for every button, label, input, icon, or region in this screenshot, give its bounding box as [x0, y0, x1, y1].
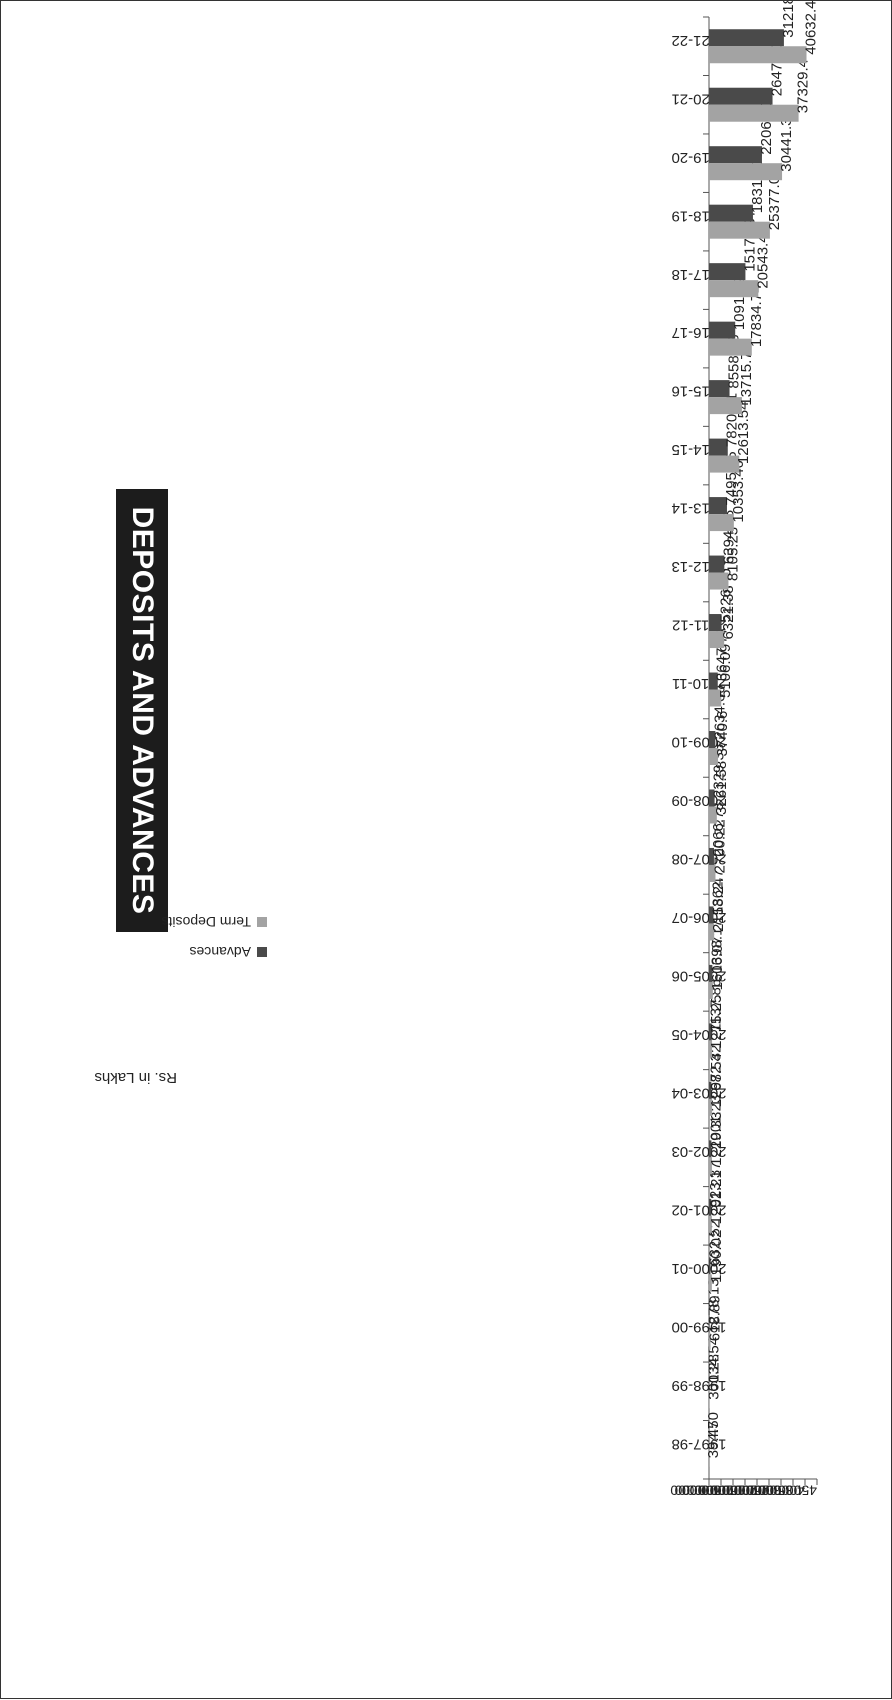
- data-label-term-deposits: 1606.07: [709, 936, 726, 990]
- legend-label-advances: Advances: [190, 944, 251, 960]
- legend-swatch-advances: [257, 947, 267, 957]
- legend-item-advances: Advances: [162, 937, 267, 967]
- value-tick-label: 45000.00: [758, 1482, 817, 1498]
- data-label-term-deposits: 40632.49: [802, 1, 819, 55]
- data-label-term-deposits: 37329.4: [795, 59, 812, 113]
- bar-term-deposits: [709, 222, 770, 239]
- legend: Advances Term Deposits: [162, 907, 267, 967]
- bar-term-deposits: [709, 163, 782, 180]
- bar-advances: [709, 205, 753, 222]
- legend-swatch-term-deposits: [257, 917, 267, 927]
- bar-term-deposits: [709, 280, 758, 297]
- data-label-term-deposits: 618.89: [706, 1295, 723, 1341]
- data-label-term-deposits: 6321.38: [720, 585, 737, 639]
- bar-term-deposits: [709, 105, 799, 122]
- data-label-advances: 31218.62: [780, 1, 797, 38]
- data-label-term-deposits: 5106.09: [717, 644, 734, 698]
- data-label-term-deposits: 1229.33: [708, 1112, 725, 1166]
- data-label-term-deposits: 2700.22: [711, 819, 728, 873]
- data-label-term-deposits: 2153.24: [710, 878, 727, 932]
- data-label-term-deposits: 39.47: [705, 1421, 722, 1459]
- bar-advances: [709, 29, 784, 46]
- chart-title: DEPOSITS AND ADVANCES: [116, 489, 168, 932]
- bar-advances: [709, 263, 745, 280]
- data-label-term-deposits: 300.28: [706, 1354, 723, 1400]
- data-label-term-deposits: 3261.58: [713, 761, 730, 815]
- data-label-term-deposits: 8105.23: [724, 527, 741, 581]
- bar-term-deposits: [709, 339, 752, 356]
- bar-advances: [709, 88, 773, 105]
- data-label-term-deposits: 1190.02: [708, 1230, 725, 1283]
- bar-advances: [709, 146, 762, 163]
- bar-term-deposits: [709, 46, 807, 63]
- unit-label: Rs. in Lakhs: [94, 1069, 177, 1086]
- legend-label-term-deposits: Term Deposits: [162, 914, 251, 930]
- data-label-term-deposits: 1201.21: [708, 1170, 725, 1224]
- data-label-term-deposits: 1268.54: [708, 1053, 725, 1107]
- data-label-term-deposits: 3740.6: [714, 711, 731, 757]
- legend-item-term-deposits: Term Deposits: [162, 907, 267, 937]
- data-label-term-deposits: 1275.25: [708, 995, 725, 1049]
